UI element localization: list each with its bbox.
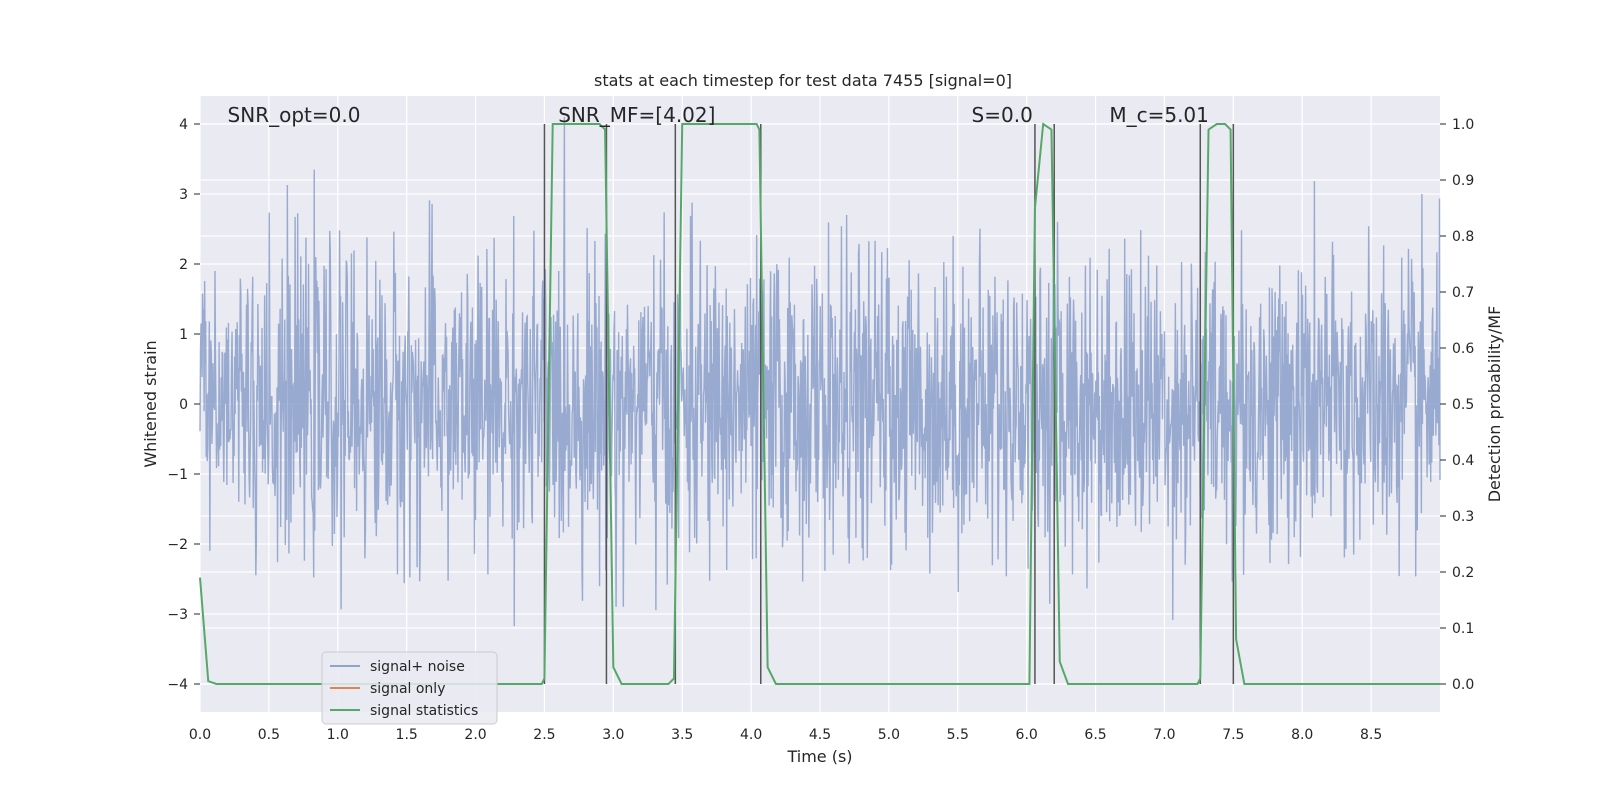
x-tick-label: 7.5 (1222, 727, 1244, 743)
stats-line (199, 122, 1440, 685)
y-axis-right: 0.0 0.1 0.2 0.3 0.4 0.5 0.6 0.7 0.8 0.9 1.0 (1440, 117, 1474, 693)
legend-label: signal statistics (370, 703, 478, 719)
y2-tick-label: 0.7 (1452, 285, 1474, 301)
annotations: SNR_opt=0.0 SNR_MF=[4.02] S=0.0 M_c=5.01 (228, 103, 1209, 127)
x-tick-label: 8.5 (1360, 727, 1382, 743)
y2-tick-label: 0.6 (1452, 341, 1474, 357)
x-tick-label: 3.5 (671, 727, 693, 743)
x-tick-label: 1.5 (396, 727, 418, 743)
x-axis: 0.0 0.5 1.0 1.5 2.0 2.5 3.0 3.5 4.0 4.5 5.0 5.5 6.0 6… (189, 727, 1382, 743)
annotation: S=0.0 (972, 103, 1033, 127)
x-tick-label: 7.0 (1153, 727, 1175, 743)
legend: signal+ noise signal only signal statistic… (321, 651, 498, 725)
x-tick-label: 2.0 (464, 727, 486, 743)
chart-title: stats at each timestep for test data 745… (594, 71, 1012, 90)
y-tick-label: −4 (167, 677, 188, 693)
annotation: SNR_MF=[4.02] (558, 103, 715, 127)
y-tick-label: 0 (179, 397, 188, 413)
x-tick-label: 1.0 (327, 727, 349, 743)
legend-box (321, 651, 498, 725)
x-tick-label: 0.5 (258, 727, 280, 743)
x-tick-label: 6.0 (1016, 727, 1038, 743)
y2-tick-label: 0.8 (1452, 229, 1474, 245)
y-tick-label: 2 (179, 257, 188, 273)
stats-series (199, 122, 1440, 685)
y2-tick-label: 0.2 (1452, 565, 1474, 581)
x-tick-label: 3.0 (602, 727, 624, 743)
x-tick-label: 5.5 (947, 727, 969, 743)
y-tick-label: 3 (179, 187, 188, 203)
y-tick-label: −1 (167, 467, 188, 483)
y-tick-label: −2 (167, 537, 188, 553)
y-tick-label: 1 (179, 327, 188, 343)
y2-tick-label: 0.1 (1452, 621, 1474, 637)
x-tick-label: 8.0 (1291, 727, 1313, 743)
x-tick-label: 0.0 (189, 727, 211, 743)
legend-label: signal+ noise (370, 659, 465, 675)
y2-tick-label: 0.4 (1452, 453, 1474, 469)
legend-label: signal only (370, 681, 445, 697)
x-tick-label: 2.5 (533, 727, 555, 743)
y-axis-left: −4 −3 −2 −1 0 1 2 3 4 (167, 117, 200, 693)
y2-tick-label: 1.0 (1452, 117, 1474, 133)
annotation: M_c=5.01 (1109, 103, 1209, 127)
x-tick-label: 4.0 (740, 727, 762, 743)
y-axis-label: Whitened strain (141, 340, 160, 467)
x-axis-label: Time (s) (786, 747, 852, 766)
y2-tick-label: 0.3 (1452, 509, 1474, 525)
y-tick-label: 4 (179, 117, 188, 133)
x-tick-label: 5.0 (878, 727, 900, 743)
x-tick-label: 6.5 (1084, 727, 1106, 743)
annotation: SNR_opt=0.0 (228, 103, 361, 127)
y2-tick-label: 0.9 (1452, 173, 1474, 189)
y2-axis-label: Detection probability/MF (1485, 306, 1504, 503)
y2-tick-label: 0.0 (1452, 677, 1474, 693)
y-tick-label: −3 (167, 607, 188, 623)
x-tick-label: 4.5 (809, 727, 831, 743)
y2-tick-label: 0.5 (1452, 397, 1474, 413)
